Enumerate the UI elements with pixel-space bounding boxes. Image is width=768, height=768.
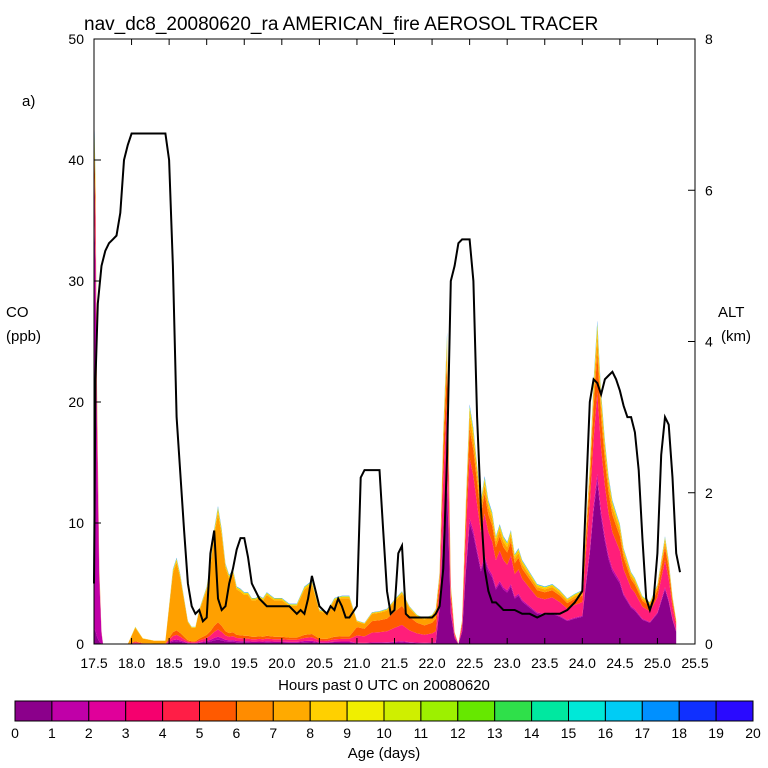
colorbar-swatch <box>494 700 533 722</box>
colorbar-tick-label: 20 <box>745 725 761 741</box>
panel-label: a) <box>22 93 35 110</box>
y-left-tick-label: 40 <box>68 152 84 168</box>
y-right-tick-label: 4 <box>705 334 713 350</box>
colorbar-tick-label: 12 <box>450 725 466 741</box>
y-label-left-units: (ppb) <box>6 328 41 345</box>
colorbar-tick-label: 7 <box>269 725 277 741</box>
colorbar-swatch <box>235 700 274 722</box>
y-left-tick-label: 20 <box>68 394 84 410</box>
colorbar-tick-label: 13 <box>487 725 503 741</box>
colorbar-swatch <box>272 700 311 722</box>
colorbar-tick-label: 19 <box>708 725 724 741</box>
y-label-right: ALT <box>718 304 744 321</box>
colorbar-tick-label: 11 <box>414 725 429 741</box>
colorbar-tick-label: 9 <box>343 725 351 741</box>
y-right-tick-label: 6 <box>705 182 713 198</box>
altitude-line <box>93 132 681 624</box>
colorbar-swatch <box>604 700 643 722</box>
x-tick-label: 21.5 <box>381 655 408 671</box>
colorbar-swatch <box>420 700 459 722</box>
colorbar-swatch <box>531 700 569 722</box>
colorbar-tick-label: 10 <box>376 725 392 741</box>
colorbar-swatch <box>346 700 385 722</box>
x-tick-label: 20.5 <box>306 655 333 671</box>
colorbar-tick-label: 15 <box>561 725 577 741</box>
colorbar-swatch <box>457 700 496 722</box>
colorbar-swatch <box>162 700 201 722</box>
co-stacked-areas <box>94 108 677 645</box>
y-label-left: CO <box>6 304 29 321</box>
colorbar-swatch <box>88 700 127 722</box>
x-tick-label: 24.0 <box>569 655 596 671</box>
y-axis-right: 0 2 4 6 8 <box>688 31 713 652</box>
y-label-right-units: (km) <box>721 328 751 345</box>
x-tick-label: 22.5 <box>456 655 483 671</box>
y-left-tick-label: 30 <box>68 273 84 289</box>
colorbar-tick-label: 2 <box>85 725 93 741</box>
colorbar-tick-label: 4 <box>159 725 167 741</box>
y-left-tick-label: 50 <box>68 31 84 47</box>
colorbar-tick-label: 1 <box>48 725 56 741</box>
colorbar-swatch <box>51 700 90 722</box>
x-tick-label: 17.5 <box>80 655 107 671</box>
x-tick-label: 22.0 <box>418 655 445 671</box>
y-right-tick-label: 8 <box>705 31 713 47</box>
x-tick-label: 18.0 <box>118 655 145 671</box>
colorbar-swatch <box>383 700 422 722</box>
colorbar-swatch <box>715 700 754 722</box>
x-tick-label: 25.5 <box>681 655 708 671</box>
x-axis: 17.5 18.0 18.5 19.0 19.5 20.0 20.5 21.0 21.5 22.0… <box>80 39 709 671</box>
colorbar-swatch <box>199 700 237 722</box>
colorbar-tick-label: 0 <box>11 725 19 741</box>
x-tick-label: 20.0 <box>268 655 295 671</box>
colorbar-tick-label: 16 <box>598 725 614 741</box>
x-tick-label: 18.5 <box>156 655 183 671</box>
colorbar-label: Age (days) <box>348 745 421 762</box>
colorbar-swatch <box>641 700 680 722</box>
colorbar-swatch <box>568 700 606 722</box>
x-tick-label: 23.5 <box>531 655 558 671</box>
x-tick-label: 23.0 <box>494 655 521 671</box>
colorbar-swatch <box>309 700 348 722</box>
y-left-tick-label: 0 <box>76 636 84 652</box>
y-axis-left: 0 10 20 30 40 50 <box>68 31 101 652</box>
y-left-tick-label: 10 <box>68 515 84 531</box>
colorbar-tick-label: 8 <box>306 725 314 741</box>
x-tick-label: 21.0 <box>343 655 370 671</box>
x-tick-label: 25.0 <box>644 655 671 671</box>
x-tick-label: 24.5 <box>606 655 633 671</box>
y-right-tick-label: 0 <box>705 636 713 652</box>
colorbar-tick-label: 17 <box>635 725 651 741</box>
colorbar-tick-label: 18 <box>671 725 687 741</box>
colorbar-tick-label: 5 <box>196 725 204 741</box>
x-tick-label: 19.0 <box>193 655 220 671</box>
colorbar-swatch <box>678 700 717 722</box>
age-colorbar: 0 1 2 3 4 5 6 7 8 9 10 11 12 13 14 15 16 17 18 19 20 <box>11 700 761 741</box>
colorbar-swatch <box>125 700 164 722</box>
colorbar-swatch <box>14 700 53 722</box>
x-tick-label: 19.5 <box>231 655 258 671</box>
y-right-tick-label: 2 <box>705 485 713 501</box>
colorbar-tick-label: 14 <box>524 725 540 741</box>
colorbar-tick-label: 3 <box>122 725 130 741</box>
co-area-age_0_1 <box>94 480 677 644</box>
chart-title: nav_dc8_20080620_ra AMERICAN_fire AEROSO… <box>84 14 598 35</box>
x-axis-label: Hours past 0 UTC on 20080620 <box>278 677 490 694</box>
colorbar-tick-label: 6 <box>233 725 241 741</box>
